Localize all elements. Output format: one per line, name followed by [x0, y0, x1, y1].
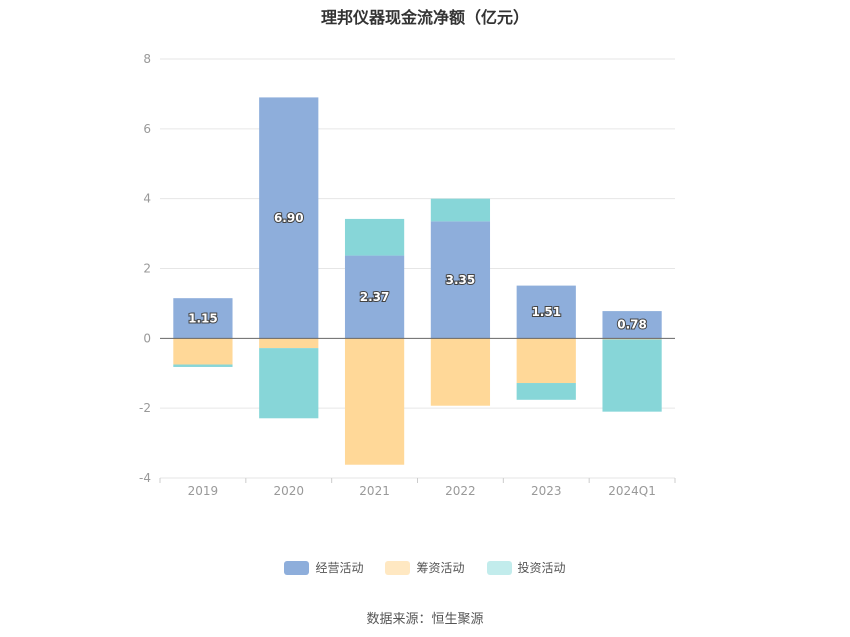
data-label: 1.15 [188, 311, 218, 325]
x-axis: 2019 2020 2021 2022 2023 2024Q1 [159, 478, 676, 498]
x-tick-label: 2023 [531, 484, 562, 498]
y-axis: 8 6 4 2 0 -2 -4 [139, 52, 151, 485]
bar-2023-series-0[interactable] [516, 285, 576, 339]
data-label: 0.78 [617, 318, 647, 332]
legend-label-operating: 经营活动 [315, 561, 364, 575]
legend-item-operating[interactable]: 经营活动 [284, 559, 363, 576]
bar-2019-series-2[interactable] [173, 364, 233, 367]
data-labels: 1.15 6.90 2.37 3.35 1.51 0.78 [187, 210, 648, 333]
bar-2024Q1-series-1[interactable] [602, 338, 662, 340]
bar-2024Q1-series-2[interactable] [602, 339, 662, 412]
x-tick-label: 2019 [188, 484, 219, 498]
y-tick-label: 4 [143, 192, 151, 206]
y-tick-label: 2 [143, 262, 151, 276]
legend-label-financing: 筹资活动 [416, 561, 465, 575]
bar-2020-series-2[interactable] [259, 348, 319, 419]
x-tick-label: 2021 [359, 484, 390, 498]
chart-title: 理邦仪器现金流净额（亿元） [320, 8, 529, 27]
bar-2021-series-1[interactable] [344, 338, 405, 465]
bar-2020-series-1[interactable] [259, 338, 319, 349]
bar-2022-series-0[interactable] [430, 221, 491, 339]
legend-swatch-investing [486, 560, 512, 575]
bar-2021-series-0[interactable] [344, 255, 405, 339]
bar-2019-series-0[interactable] [173, 298, 233, 339]
legend: 经营活动 筹资活动 投资活动 [0, 559, 850, 576]
bar-2020-series-0[interactable] [259, 97, 319, 339]
bars [173, 97, 662, 465]
bar-2021-series-2[interactable] [344, 218, 405, 256]
data-label: 1.51 [531, 305, 561, 319]
y-tick-label: 8 [143, 52, 151, 66]
legend-item-investing[interactable]: 投资活动 [486, 559, 566, 576]
x-tick-label: 2022 [445, 484, 476, 498]
bar-2023-series-2[interactable] [516, 383, 576, 400]
bar-2024Q1-series-0[interactable] [602, 311, 662, 339]
legend-swatch-financing [385, 560, 411, 575]
x-tick-label: 2020 [273, 484, 304, 498]
data-label: 6.90 [274, 211, 304, 225]
bar-2019-series-1[interactable] [173, 338, 233, 365]
data-label: 2.37 [360, 290, 390, 304]
legend-item-financing[interactable]: 筹资活动 [385, 559, 465, 576]
data-label: 3.35 [446, 273, 476, 287]
bar-2022-series-1[interactable] [430, 338, 491, 406]
y-tick-label: 0 [143, 331, 151, 345]
bar-2022-series-2[interactable] [430, 198, 491, 222]
data-source: 数据来源：恒生聚源 [366, 612, 484, 627]
legend-swatch-operating [284, 560, 310, 575]
y-tick-label: -4 [139, 471, 151, 485]
y-tick-label: 6 [143, 122, 151, 136]
grid-lines [160, 58, 675, 479]
y-tick-label: -2 [139, 401, 151, 415]
bar-2023-series-1[interactable] [516, 338, 576, 384]
legend-label-investing: 投资活动 [517, 561, 566, 575]
x-tick-label: 2024Q1 [608, 484, 656, 498]
